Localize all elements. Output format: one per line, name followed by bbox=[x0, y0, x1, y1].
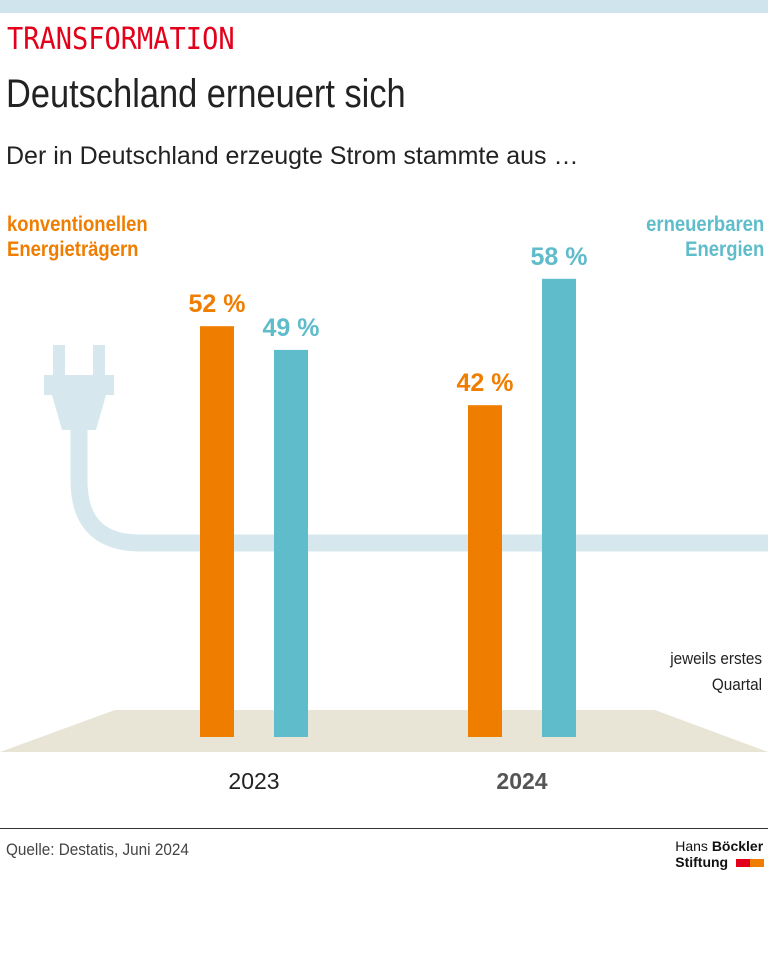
data-label: 52 % bbox=[189, 290, 246, 318]
divider bbox=[0, 828, 768, 829]
logo-text: Hans bbox=[675, 838, 708, 854]
legend-line: konventionellen bbox=[7, 213, 148, 236]
floor bbox=[0, 710, 768, 752]
logo: Hans Böckler Stiftung bbox=[675, 838, 764, 870]
bar-2023-0 bbox=[200, 326, 234, 737]
chart: 52 % 49 % 2023 42 % 58 % 2024 bbox=[0, 243, 768, 794]
logo-text: Böckler bbox=[711, 838, 764, 854]
top-bar bbox=[0, 0, 768, 13]
data-label: 49 % bbox=[263, 314, 320, 342]
plug-icon bbox=[44, 345, 768, 552]
note: jeweils erstes Quartal bbox=[670, 646, 762, 698]
legend-conventional: konventionellen Energieträgern bbox=[7, 212, 148, 262]
page-title: Deutschland erneuert sich bbox=[6, 72, 406, 116]
legend-line: Energieträgern bbox=[7, 238, 139, 261]
source: Quelle: Destatis, Juni 2024 bbox=[6, 840, 189, 859]
data-label: 58 % bbox=[531, 243, 588, 271]
bar-2023-1 bbox=[274, 349, 308, 737]
subtitle: Der in Deutschland erzeugte Strom stammt… bbox=[6, 142, 579, 170]
legend-line: Energien bbox=[684, 238, 764, 261]
legend-renewable: erneuerbaren Energien bbox=[646, 212, 764, 262]
note-line: Quartal bbox=[711, 675, 762, 694]
legend-line: erneuerbaren bbox=[645, 213, 764, 236]
x-tick-label: 2023 bbox=[228, 768, 279, 794]
bar-2024-0 bbox=[468, 405, 502, 737]
kicker: TRANSFORMATION bbox=[7, 22, 235, 57]
x-tick-label: 2024 bbox=[496, 768, 547, 794]
logo-text: Stiftung bbox=[675, 854, 729, 870]
note-line: jeweils erstes bbox=[670, 649, 762, 668]
bar-2024-1 bbox=[542, 278, 576, 737]
data-label: 42 % bbox=[457, 369, 514, 397]
